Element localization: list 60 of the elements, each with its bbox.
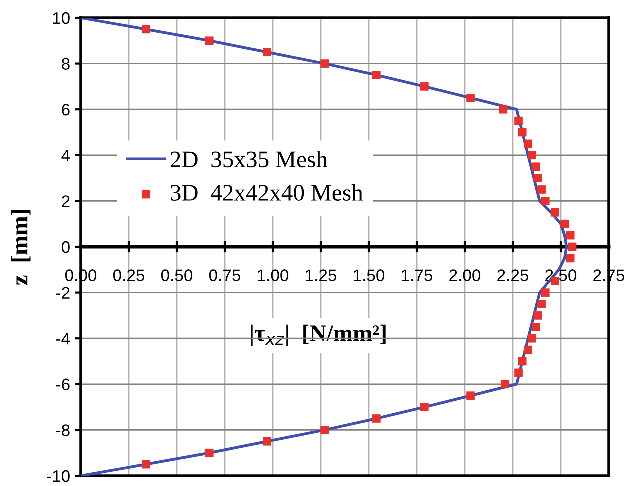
point: [142, 25, 150, 34]
point: [514, 368, 523, 378]
point: [538, 300, 546, 308]
point: [541, 288, 550, 297]
y-tick-label: 0: [62, 241, 70, 254]
y-tick-label: 6: [62, 104, 70, 116]
x-tick-label: 1.50: [354, 270, 385, 282]
point: [501, 380, 510, 389]
x-tick-label: 0.75: [209, 270, 241, 282]
y-tick-label: 10: [53, 12, 70, 24]
point: [420, 403, 429, 412]
y-tick-label: -10: [47, 470, 70, 482]
y-tick-label: 2: [62, 196, 70, 208]
x-tick-label: 2.00: [450, 270, 481, 282]
x-tick-label: 2.25: [498, 270, 529, 282]
point: [524, 140, 533, 148]
point: [499, 105, 508, 114]
x-tick-label: 1.75: [402, 270, 433, 282]
point: [534, 312, 542, 320]
x-tick-label: 0.25: [113, 270, 145, 282]
point: [466, 94, 475, 102]
y-tick-label: -8: [56, 424, 70, 436]
y-tick-label: -6: [56, 378, 70, 391]
point: [205, 448, 214, 458]
point: [532, 162, 540, 172]
point: [466, 392, 475, 400]
point: [372, 71, 381, 80]
point: [532, 322, 540, 332]
point: [320, 426, 330, 434]
point: [528, 334, 536, 343]
y-tick-label: -4: [56, 333, 70, 345]
point: [551, 208, 560, 217]
y-axis-title: z [mm]: [11, 210, 31, 286]
point: [560, 220, 570, 228]
y-tick-label: -2: [56, 287, 70, 299]
point: [372, 414, 381, 423]
legend-label: 3D 42x42x40 Mesh: [171, 184, 364, 201]
legend-label: 2D 35x35 Mesh: [170, 150, 328, 168]
x-tick-label: 1.00: [258, 270, 289, 282]
point: [518, 128, 527, 137]
y-tick-label: 4: [62, 150, 70, 162]
point: [566, 254, 575, 263]
point: [205, 36, 214, 46]
point: [538, 186, 546, 194]
point: [568, 242, 577, 252]
point: [518, 357, 527, 366]
point: [263, 437, 272, 446]
point: [320, 60, 330, 68]
point: [528, 151, 536, 160]
point: [514, 116, 523, 126]
point: [263, 48, 272, 57]
x-tick-label: 0.50: [161, 270, 193, 282]
point: [142, 460, 150, 469]
point: [420, 82, 429, 91]
point: [534, 174, 542, 182]
y-tick-label: 8: [62, 58, 70, 70]
point: [566, 231, 575, 240]
x-tick-label: 1.25: [306, 270, 337, 282]
point: [524, 346, 533, 354]
point: [541, 197, 550, 206]
